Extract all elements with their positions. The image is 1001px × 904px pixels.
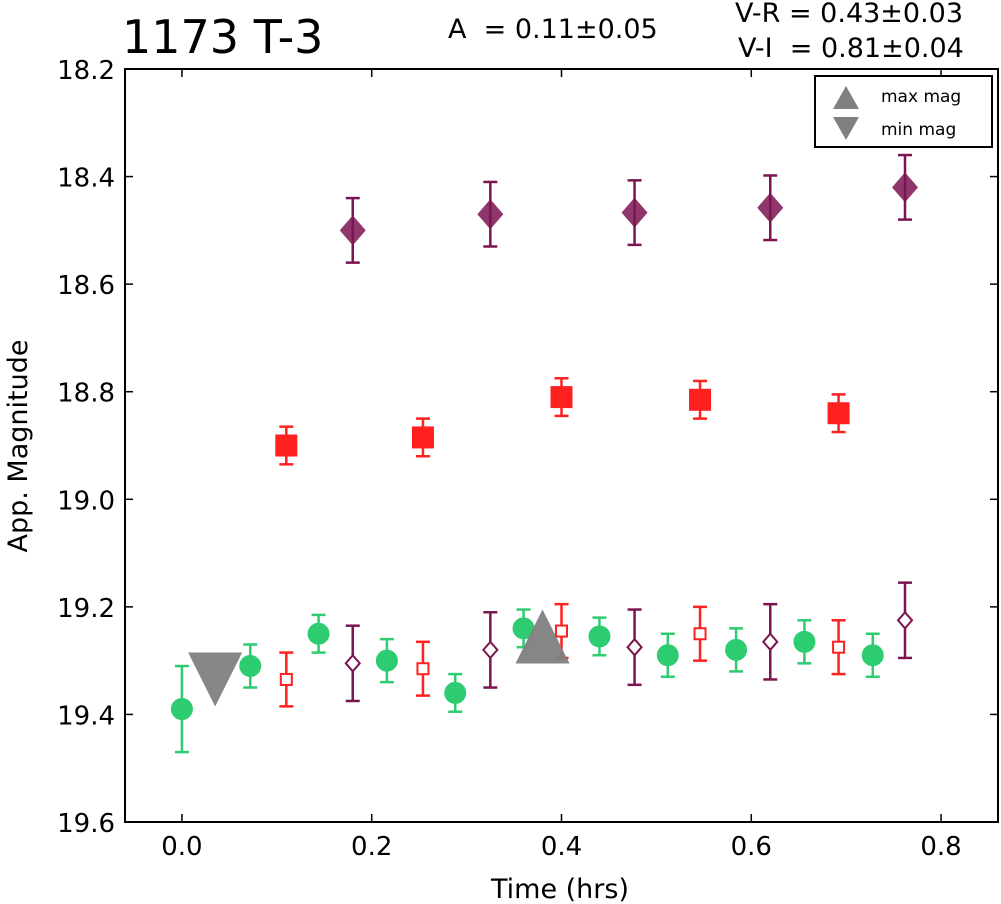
data-series — [275, 377, 850, 466]
data-point-diamond — [621, 197, 648, 228]
data-point-circle — [588, 625, 611, 648]
legend-max-mag-label: max mag — [881, 87, 961, 107]
data-point-square — [416, 662, 430, 676]
x-tick-label: 0.8 — [920, 832, 961, 862]
data-point-diamond — [757, 192, 784, 223]
color-index-vr-label: V-R = 0.43±0.03 — [735, 0, 964, 29]
x-tick-label: 0.2 — [351, 832, 392, 862]
data-point-circle — [307, 622, 330, 645]
y-tick-label: 19.4 — [57, 701, 115, 731]
chart-title: 1173 T-3 — [122, 10, 324, 64]
data-point-diamond — [761, 632, 779, 652]
data-point-diamond — [482, 640, 499, 660]
data-point-circle — [375, 649, 398, 672]
y-tick-label: 19.6 — [57, 809, 115, 839]
data-point-circle — [239, 655, 262, 678]
data-series — [339, 153, 919, 264]
data-series — [170, 608, 884, 754]
legend-min-mag-label: min mag — [881, 120, 956, 140]
chart-ticks: 0.0 0.2 0.4 0.6 0.8 18.2 18.4 18.6 18.8 19.0 19.2 1… — [57, 56, 998, 862]
data-point-circle — [861, 644, 884, 667]
legend-min-mag-marker — [833, 117, 859, 140]
data-point-diamond — [339, 215, 366, 246]
extrema-markers — [188, 609, 570, 707]
y-tick-label: 18.4 — [57, 164, 115, 194]
amplitude-label: A = 0.11±0.05 — [448, 14, 658, 45]
max-mag-marker — [515, 609, 570, 664]
y-tick-label: 18.6 — [57, 271, 115, 301]
data-point-square — [411, 426, 434, 449]
legend: max mag min mag — [814, 75, 993, 148]
y-tick-label: 19.0 — [57, 486, 115, 516]
data-series — [279, 602, 846, 708]
data-point-square — [832, 640, 846, 654]
min-mag-marker — [188, 652, 243, 707]
data-point-diamond — [344, 653, 362, 673]
x-tick-label: 0.4 — [541, 832, 582, 862]
data-point-circle — [656, 644, 679, 667]
y-tick-label: 18.8 — [57, 379, 115, 409]
plot-frame — [124, 68, 999, 823]
data-point-circle — [444, 681, 467, 704]
data-point-diamond — [896, 610, 914, 630]
data-point-diamond — [626, 637, 643, 657]
data-point-circle — [725, 638, 748, 661]
x-tick-label: 0.6 — [731, 832, 772, 862]
x-tick-label: 0.0 — [161, 832, 202, 862]
data-point-square — [275, 434, 298, 457]
y-tick-label: 18.2 — [57, 56, 115, 86]
y-tick-label: 19.2 — [57, 594, 115, 624]
data-point-circle — [170, 698, 193, 721]
data-point-diamond — [477, 199, 504, 230]
y-axis-label: App. Magnitude — [3, 340, 34, 553]
chart-marks — [170, 153, 919, 754]
data-point-square — [689, 388, 712, 411]
color-index-vi-label: V-I = 0.81±0.04 — [738, 33, 964, 64]
data-point-circle — [793, 630, 816, 653]
data-point-square — [550, 386, 573, 409]
x-axis-label: Time (hrs) — [490, 874, 629, 904]
data-point-square — [555, 624, 568, 638]
data-point-square — [827, 402, 850, 425]
data-point-diamond — [892, 172, 919, 203]
data-series — [344, 581, 914, 703]
data-point-square — [693, 627, 707, 641]
data-point-square — [279, 672, 293, 686]
legend-max-mag-marker — [833, 86, 859, 109]
